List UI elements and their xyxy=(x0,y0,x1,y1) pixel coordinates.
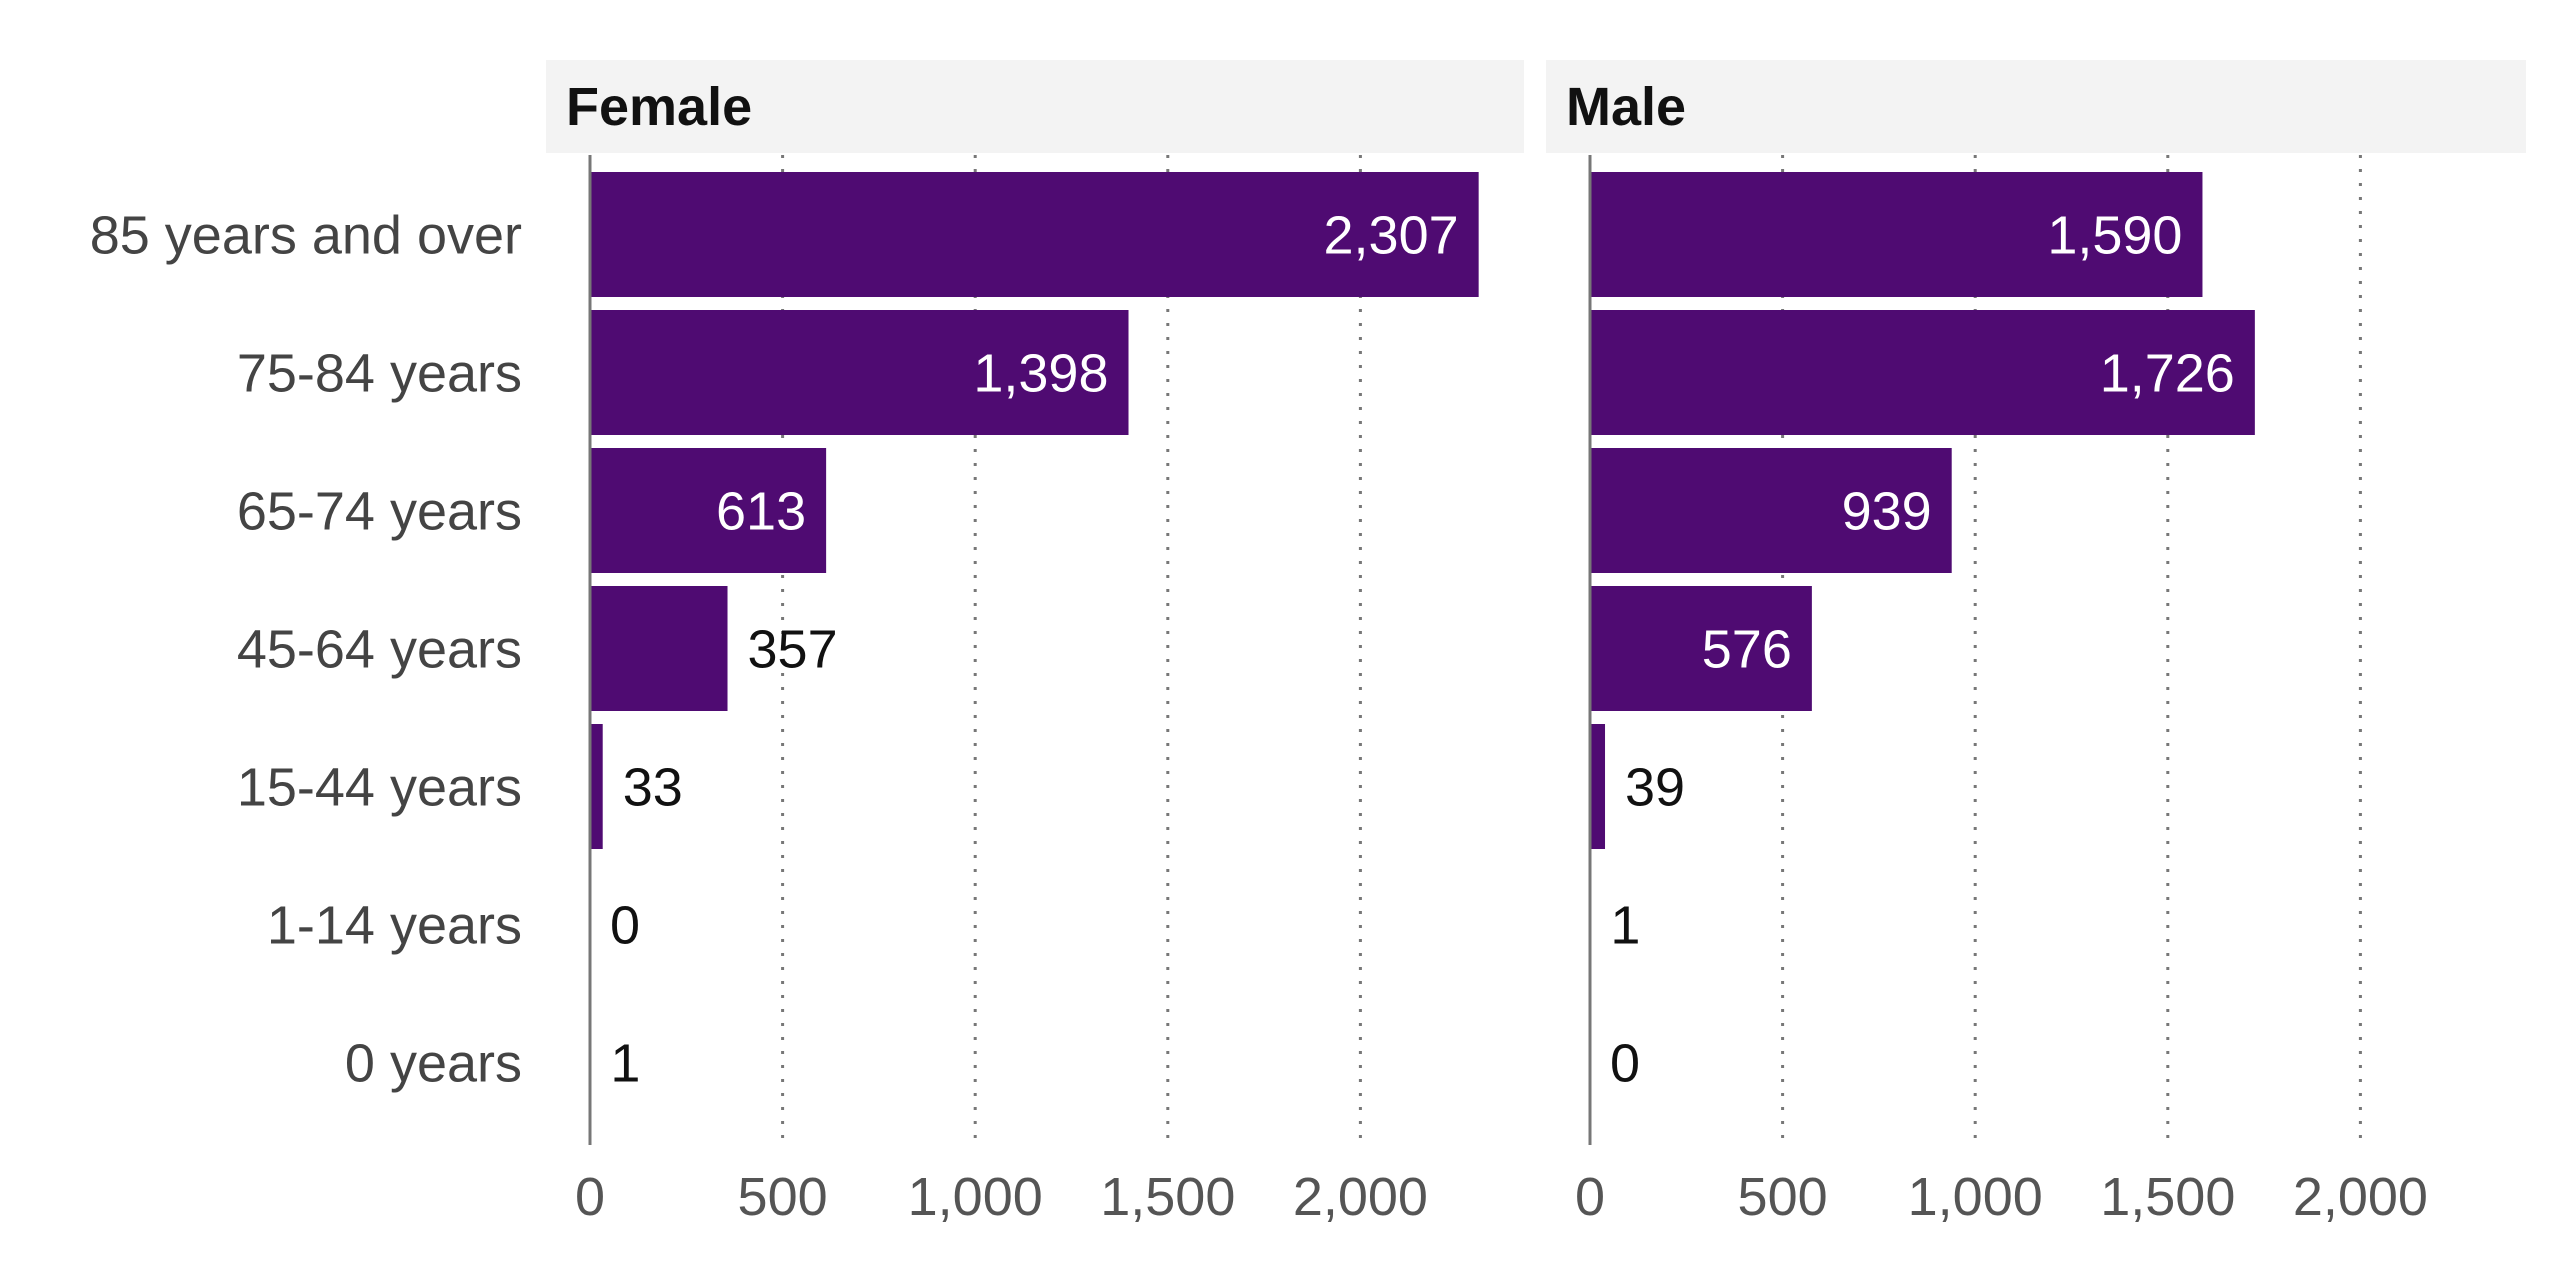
value-label-female-5: 0 xyxy=(610,896,640,956)
value-label-female-0: 2,307 xyxy=(1324,206,1459,266)
x-tick-label-male-3: 1,500 xyxy=(2100,1167,2235,1227)
category-label-0: 85 years and over xyxy=(90,206,522,266)
facet-title-female: Female xyxy=(566,77,752,137)
value-label-female-4: 33 xyxy=(623,758,683,818)
value-label-male-2: 939 xyxy=(1842,482,1932,542)
category-label-6: 0 years xyxy=(345,1034,522,1094)
value-label-female-6: 1 xyxy=(610,1034,640,1094)
category-label-2: 65-74 years xyxy=(237,482,522,542)
x-tick-label-female-1: 500 xyxy=(738,1167,828,1227)
x-tick-label-female-2: 1,000 xyxy=(908,1167,1043,1227)
category-label-3: 45-64 years xyxy=(237,620,522,680)
value-label-female-1: 1,398 xyxy=(973,344,1108,404)
value-label-male-0: 1,590 xyxy=(2047,206,2182,266)
x-tick-label-female-4: 2,000 xyxy=(1293,1167,1428,1227)
value-label-female-3: 357 xyxy=(748,620,838,680)
value-label-male-4: 39 xyxy=(1625,758,1685,818)
bar-female-4 xyxy=(590,724,603,849)
bar-male-4 xyxy=(1590,724,1605,849)
x-tick-label-female-3: 1,500 xyxy=(1100,1167,1235,1227)
value-label-male-3: 576 xyxy=(1702,620,1792,680)
value-label-male-5: 1 xyxy=(1610,896,1640,956)
category-label-5: 1-14 years xyxy=(267,896,522,956)
value-label-male-1: 1,726 xyxy=(2100,344,2235,404)
bar-female-3 xyxy=(590,586,728,711)
facet-header-male xyxy=(1546,60,2526,153)
x-tick-label-female-0: 0 xyxy=(575,1167,605,1227)
x-tick-label-male-4: 2,000 xyxy=(2293,1167,2428,1227)
x-tick-label-male-0: 0 xyxy=(1575,1167,1605,1227)
category-label-1: 75-84 years xyxy=(237,344,522,404)
facet-title-male: Male xyxy=(1566,77,1686,137)
category-label-4: 15-44 years xyxy=(237,758,522,818)
value-label-male-6: 0 xyxy=(1610,1034,1640,1094)
x-tick-label-male-2: 1,000 xyxy=(1908,1167,2043,1227)
value-label-female-2: 613 xyxy=(716,482,806,542)
x-tick-label-male-1: 500 xyxy=(1738,1167,1828,1227)
